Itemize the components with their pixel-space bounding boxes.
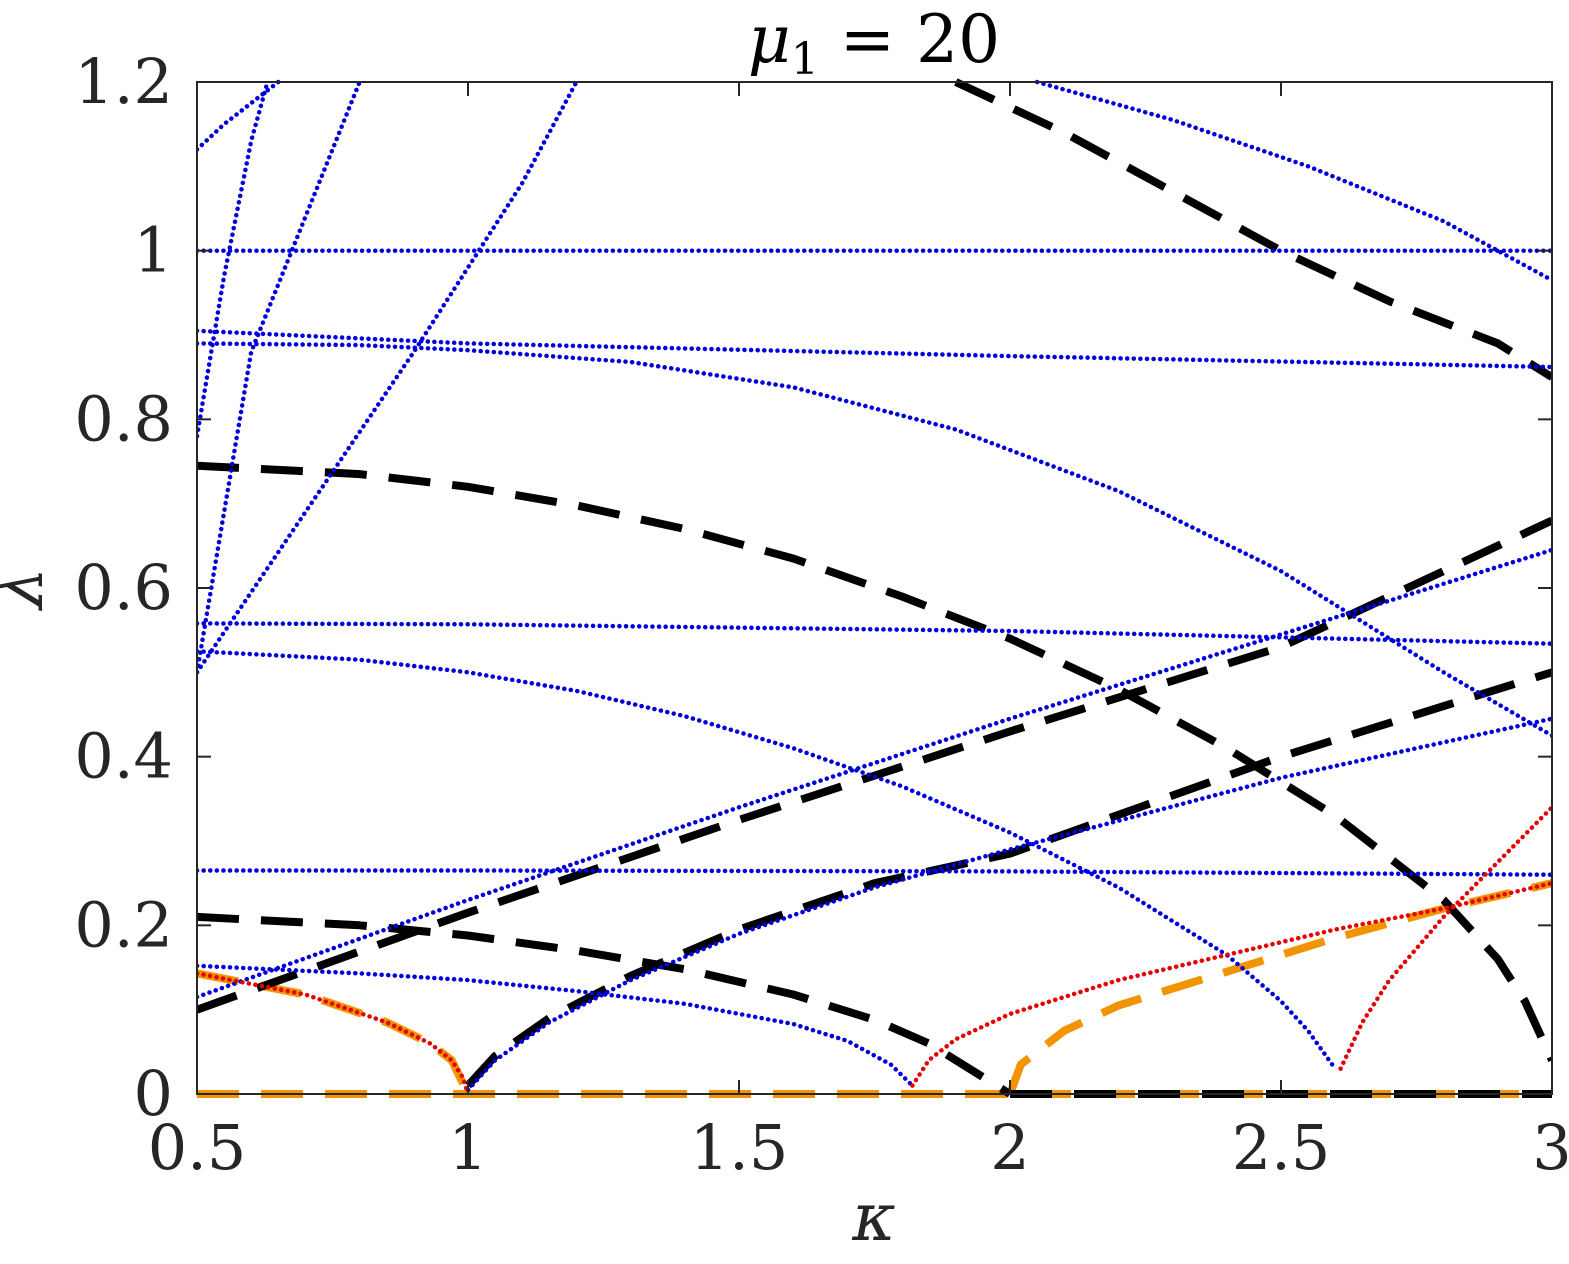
x-axis-label: κ — [851, 1179, 895, 1256]
series-orange-dashed-17 — [197, 969, 472, 1096]
series-red-dotted-15 — [910, 880, 1552, 1088]
series-red-dotted-14 — [197, 971, 471, 1097]
series-black-dashed-23 — [465, 668, 1552, 1089]
x-tick-label: 2.5 — [1232, 1111, 1331, 1184]
y-axis-label: λ — [0, 567, 58, 612]
series-blue-dotted-10 — [197, 79, 270, 439]
chart-title: μ1 = 20 — [748, 1, 1000, 85]
series-blue-dotted-2 — [197, 341, 1552, 738]
series-black-dashed-20 — [197, 461, 1552, 1062]
series-blue-dotted-12 — [197, 79, 579, 675]
x-tick-label: 2 — [990, 1111, 1029, 1184]
y-tick-label: 0.4 — [74, 720, 173, 793]
series-red-dotted-16 — [1338, 805, 1552, 1071]
series-orange-dashed-19 — [1006, 879, 1552, 1096]
series-blue-dotted-6 — [197, 547, 1552, 1000]
y-tick-label: 0.8 — [74, 382, 173, 455]
x-tick-label: 1.5 — [690, 1111, 789, 1184]
series-blue-dotted-3 — [197, 621, 1552, 646]
x-tick-label: 1 — [448, 1111, 487, 1184]
y-tick-label: 1 — [134, 214, 173, 287]
y-tick-label: 0.6 — [74, 551, 173, 624]
y-tick-label: 0.2 — [74, 888, 173, 961]
series-blue-dotted-8 — [465, 716, 1552, 1093]
series-blue-dotted-7 — [197, 963, 915, 1088]
series-black-dashed-25 — [954, 78, 1552, 381]
tick-layer: 0.5 1 1.5 2 2.5 3 0 0.2 0.4 0.6 0.8 1 1.2 — [74, 45, 1569, 1184]
series-black-dashed-22 — [197, 912, 1013, 1098]
y-tick-label: 1.2 — [74, 45, 173, 118]
series-blue-dotted-4 — [197, 649, 1338, 1071]
series-blue-dotted-11 — [197, 79, 362, 675]
series-blue-dotted-13 — [1034, 79, 1552, 283]
series-blue-dotted-5 — [197, 868, 1552, 877]
series-blue-dotted-9 — [197, 79, 281, 152]
x-tick-label: 0.5 — [148, 1111, 247, 1184]
series-layer — [197, 78, 1552, 1098]
series-blue-dotted-1 — [197, 328, 1552, 370]
plot-frame — [196, 81, 1553, 1095]
x-tick-label: 3 — [1532, 1111, 1569, 1184]
y-tick-label: 0 — [134, 1057, 173, 1130]
